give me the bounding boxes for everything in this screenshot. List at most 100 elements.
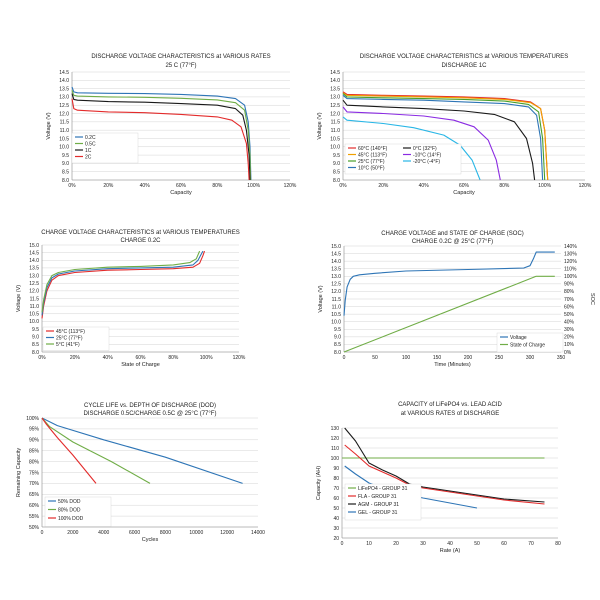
- y-tick-label: 90: [333, 466, 339, 472]
- chart-subtitle: CHARGE 0.2C @ 25°C (77°F): [412, 239, 493, 245]
- y-tick-label: 14.0: [29, 258, 39, 264]
- x-tick-label: 60: [501, 541, 507, 547]
- legend-label: 60°C (140°F): [358, 146, 388, 152]
- y-axis-label: Capacity (AH): [316, 466, 322, 500]
- series-line-2: [41, 417, 97, 484]
- x-tick-label: 0%: [68, 183, 76, 189]
- legend-box: [344, 483, 422, 521]
- y-tick-label: 10.5: [331, 312, 341, 318]
- legend-label: 50% DOD: [58, 499, 81, 505]
- x-tick-label: 20%: [70, 355, 81, 361]
- x-tick-label: 0: [343, 355, 346, 361]
- cycle-life-dod-chart: CYCLE LIFE vs. DEPTH OF DISCHARGE (DOD) D…: [16, 403, 265, 543]
- legend-label: 5°C (41°F): [56, 342, 80, 348]
- legend-label: 25°C (77°F): [358, 159, 385, 165]
- y-tick-label: 85%: [29, 449, 40, 455]
- chart-title: CHARGE VOLTAGE and STATE OF CHARGE (SOC): [381, 231, 524, 237]
- x-tick-label: 100%: [247, 183, 260, 189]
- y-tick-label: 8.5: [62, 169, 69, 175]
- series-line-0: [71, 86, 252, 181]
- y-tick-label: 70: [333, 486, 339, 492]
- x-tick-label: 0: [41, 530, 44, 536]
- y-axis-label: Voltage (V): [318, 285, 324, 312]
- chart-title: CAPACITY of LiFePO4 vs. LEAD ACID: [398, 402, 502, 408]
- y-tick-label: 11.5: [332, 297, 342, 303]
- x-tick-label: 80%: [212, 183, 223, 189]
- series-line-0: [343, 251, 555, 316]
- y-tick-label: 13.0: [29, 273, 39, 279]
- y-tick-label: 12.5: [331, 282, 341, 288]
- x-tick-label: 0: [341, 541, 344, 547]
- y-tick-label: 11.0: [30, 304, 40, 310]
- x-tick-label: 250: [495, 355, 504, 361]
- chart-title: CHARGE VOLTAGE CHARACTERISTICS at VARIOU…: [41, 230, 239, 236]
- y2-tick-label: 70%: [564, 297, 575, 303]
- legend-label: 0°C (32°F): [413, 146, 437, 152]
- legend-box: [42, 326, 110, 351]
- y2-tick-label: 0%: [564, 350, 572, 356]
- y-tick-label: 14.5: [59, 70, 69, 76]
- y-tick-label: 11.5: [60, 120, 70, 126]
- y-tick-label: 11.0: [331, 128, 341, 134]
- y-tick-label: 120: [331, 436, 340, 442]
- y2-tick-label: 50%: [564, 312, 575, 318]
- legend-label: 10°C (50°F): [358, 165, 385, 171]
- series-line-0: [41, 250, 206, 319]
- y-tick-label: 14.5: [331, 251, 341, 257]
- y2-tick-label: 80%: [564, 289, 575, 295]
- legend-label: 25°C (77°F): [56, 335, 83, 341]
- y-tick-label: 14.0: [331, 259, 341, 265]
- y-tick-label: 10.5: [29, 312, 39, 318]
- legend-label: 1C: [85, 148, 92, 154]
- y-tick-label: 8.5: [32, 342, 39, 348]
- x-tick-label: 350: [557, 355, 566, 361]
- y-tick-label: 110: [331, 446, 339, 452]
- series-line-1: [41, 250, 204, 316]
- charge-temperatures-chart: CHARGE VOLTAGE CHARACTERISTICS at VARIOU…: [16, 230, 246, 368]
- x-tick-label: 100: [402, 355, 411, 361]
- x-tick-label: 20%: [103, 183, 114, 189]
- legend-label: Voltage: [510, 335, 527, 341]
- y-tick-label: 8.0: [32, 350, 39, 356]
- x-tick-label: 120%: [233, 355, 246, 361]
- chart-subtitle: 25 C (77°F): [165, 63, 196, 69]
- legend-box: [71, 132, 139, 164]
- x-tick-label: 80%: [168, 355, 179, 361]
- series-line-4: [342, 99, 536, 181]
- legend-box: [496, 332, 564, 353]
- y-tick-label: 9.5: [62, 153, 69, 159]
- x-tick-label: 40%: [419, 183, 430, 189]
- y2-tick-label: 40%: [564, 320, 575, 326]
- discharge-rates-chart: DISCHARGE VOLTAGE CHARACTERISTICS at VAR…: [46, 54, 297, 196]
- x-tick-label: 10000: [189, 530, 203, 536]
- y-tick-label: 13.5: [331, 267, 341, 273]
- chart-subtitle: at VARIOUS RATES of DISCHARGE: [401, 411, 499, 417]
- legend-label: 45°C (113°F): [56, 329, 85, 335]
- y-tick-label: 14.0: [59, 78, 69, 84]
- y-tick-label: 12.0: [59, 111, 69, 117]
- y-tick-label: 8.0: [333, 178, 340, 184]
- y-tick-label: 70%: [29, 481, 40, 487]
- x-tick-label: 100%: [200, 355, 213, 361]
- y-tick-label: 8.0: [62, 178, 69, 184]
- y-tick-label: 95%: [29, 427, 40, 433]
- y-tick-label: 9.0: [334, 335, 341, 341]
- legend-label: -10°C (14°F): [413, 152, 442, 158]
- legend-label: 45°C (113°F): [358, 152, 387, 158]
- y-tick-label: 10.5: [59, 136, 69, 142]
- y-tick-label: 8.5: [333, 169, 340, 175]
- y-tick-label: 60: [333, 496, 339, 502]
- y2-tick-label: 20%: [564, 335, 575, 341]
- legend-label: -20°C (-4°F): [413, 159, 440, 165]
- y-tick-label: 100: [331, 456, 340, 462]
- x-tick-label: 80%: [499, 183, 510, 189]
- y-tick-label: 60%: [29, 503, 40, 509]
- series-line-2: [41, 250, 201, 313]
- y-tick-label: 50: [333, 506, 339, 512]
- y-tick-label: 12.5: [330, 103, 340, 109]
- y-tick-label: 11.5: [30, 296, 40, 302]
- x-tick-label: 2000: [67, 530, 78, 536]
- y-tick-label: 75%: [29, 470, 40, 476]
- y-tick-label: 50%: [29, 525, 40, 531]
- x-tick-label: 120%: [579, 183, 592, 189]
